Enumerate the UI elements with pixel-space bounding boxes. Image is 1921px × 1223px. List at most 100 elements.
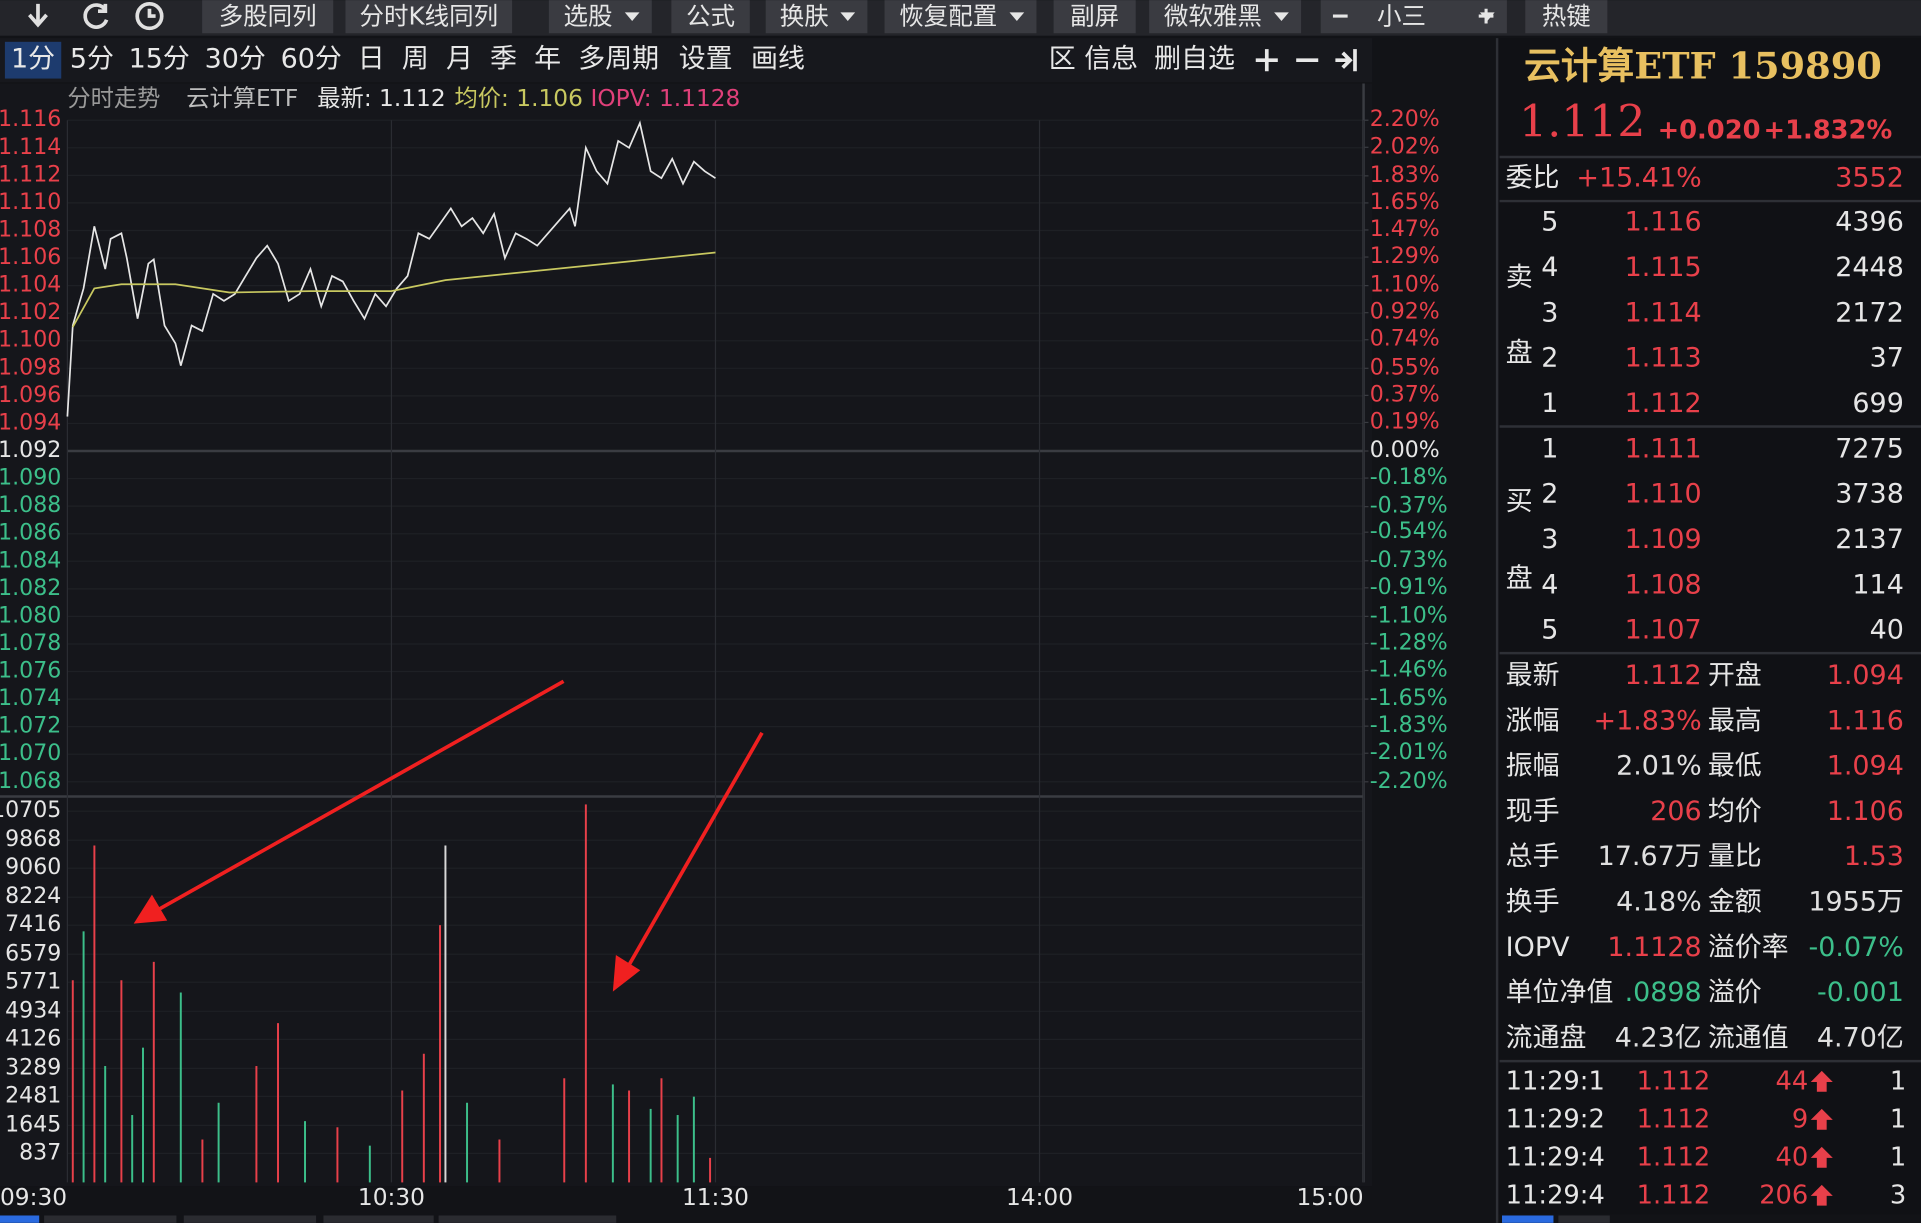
clock-icon[interactable] bbox=[135, 1, 164, 31]
tab[interactable] bbox=[1502, 1215, 1554, 1223]
volume-bar bbox=[93, 845, 96, 1183]
level: 1 bbox=[1541, 388, 1558, 419]
side-label: 盘 bbox=[1506, 338, 1533, 369]
toolbar-button-bg[interactable] bbox=[671, 0, 750, 34]
level: 3 bbox=[1541, 297, 1558, 328]
period-tab[interactable]: 多周期 bbox=[578, 44, 659, 75]
y2-tick-label: -0.73% bbox=[1370, 548, 1448, 573]
period-tab[interactable]: 周 bbox=[402, 44, 429, 75]
period-tab[interactable]: 画线 bbox=[751, 44, 805, 75]
side-label: 买 bbox=[1506, 486, 1533, 517]
toolbar-button[interactable]: 小三 bbox=[1377, 1, 1426, 30]
toolbar-button[interactable]: 热键 bbox=[1542, 1, 1591, 30]
tab[interactable] bbox=[44, 1215, 177, 1223]
y-tick-label: 1.070 bbox=[0, 741, 61, 766]
y-tick-label: 1.088 bbox=[0, 493, 61, 518]
y2-tick-label: -0.54% bbox=[1370, 519, 1448, 544]
x-tick-label: 15:00 bbox=[1297, 1184, 1364, 1211]
quote-price: 1.112 bbox=[1519, 97, 1645, 148]
toolbar-button[interactable]: 公式 bbox=[686, 1, 735, 30]
period-tab[interactable]: 5分 bbox=[70, 44, 114, 75]
y-tick-label: 1.110 bbox=[0, 190, 61, 215]
refresh-icon[interactable] bbox=[83, 3, 109, 29]
stat-value: 206 bbox=[1650, 796, 1701, 827]
y-tick-label: 3289 bbox=[5, 1055, 61, 1080]
download-icon[interactable] bbox=[28, 3, 48, 28]
volume-bar bbox=[179, 992, 182, 1183]
toolbar-button[interactable]: 换肤 bbox=[780, 1, 829, 30]
tool-tab[interactable]: 删自选 bbox=[1154, 44, 1235, 75]
volume-bar bbox=[439, 925, 442, 1183]
trade-count: 1 bbox=[1890, 1066, 1906, 1096]
legend-entry: 最新: 1.112 bbox=[317, 85, 445, 112]
period-tab[interactable]: 月 bbox=[446, 44, 473, 75]
period-tab[interactable]: 15分 bbox=[129, 44, 190, 75]
period-tab[interactable]: 设置 bbox=[679, 44, 733, 75]
stat-label: 量比 bbox=[1708, 841, 1762, 872]
y-tick-label: 1.104 bbox=[0, 273, 61, 298]
quote-change-pct: +1.832% bbox=[1764, 116, 1893, 146]
stat-label: 最低 bbox=[1708, 751, 1762, 782]
level-volume: 4396 bbox=[1835, 207, 1904, 238]
tool-tab[interactable]: 信息 bbox=[1084, 44, 1138, 75]
tab[interactable] bbox=[183, 1215, 317, 1223]
toolbar-button-bg[interactable] bbox=[202, 0, 334, 34]
trade-arrow bbox=[1810, 1070, 1833, 1092]
tool-tab[interactable]: 区 bbox=[1049, 44, 1076, 75]
toolbar-button-bg[interactable] bbox=[1320, 0, 1507, 34]
toolbar-button[interactable]: 多股同列 bbox=[219, 1, 317, 30]
tab[interactable] bbox=[438, 1215, 617, 1223]
y-tick-label: 1.086 bbox=[0, 521, 61, 546]
toolbar-button-bg[interactable] bbox=[884, 0, 1037, 34]
collapse-icon[interactable] bbox=[1335, 49, 1357, 72]
tab[interactable] bbox=[323, 1215, 434, 1223]
chart-title: 分时走势 bbox=[67, 85, 160, 112]
toolbar-button-bg[interactable] bbox=[1149, 0, 1302, 34]
toolbar-button[interactable]: 副屏 bbox=[1070, 1, 1119, 30]
stat-label: 溢价率 bbox=[1708, 932, 1789, 963]
dropdown-arrow bbox=[1009, 12, 1025, 21]
toolbar-button-bg[interactable] bbox=[1053, 0, 1136, 34]
level-price: 1.113 bbox=[1625, 343, 1702, 374]
stat-label: 涨幅 bbox=[1506, 705, 1560, 736]
level-price: 1.111 bbox=[1625, 433, 1702, 464]
trade-time: 11:29:2 bbox=[1506, 1104, 1605, 1134]
y-tick-label: 1.100 bbox=[0, 328, 61, 353]
period-tab[interactable]: 30分 bbox=[205, 44, 266, 75]
toolbar-button-bg[interactable] bbox=[345, 0, 513, 34]
y-tick-label: 1645 bbox=[5, 1112, 61, 1137]
volume-bar bbox=[563, 1078, 566, 1183]
toolbar-button[interactable]: 恢复配置 bbox=[899, 1, 997, 30]
period-tab[interactable]: 日 bbox=[358, 44, 385, 75]
y-tick-label: 1.068 bbox=[0, 769, 61, 794]
toolbar-button[interactable]: 微软雅黑 bbox=[1164, 1, 1262, 30]
level-price: 1.112 bbox=[1625, 388, 1702, 419]
volume-bar bbox=[304, 1121, 306, 1183]
y2-tick-label: -2.20% bbox=[1370, 769, 1448, 794]
trade-volume: 9 bbox=[1792, 1104, 1808, 1134]
volume-bar bbox=[660, 1078, 663, 1183]
tab[interactable] bbox=[1558, 1215, 1610, 1223]
volume-bar bbox=[628, 1090, 631, 1183]
y2-tick-label: -1.83% bbox=[1370, 713, 1448, 738]
toolbar-button[interactable]: 分时K线同列 bbox=[360, 1, 499, 30]
toolbar-button-bg[interactable] bbox=[1525, 0, 1608, 34]
volume-bar bbox=[676, 1115, 679, 1183]
add-icon[interactable] bbox=[1255, 49, 1278, 72]
period-tab[interactable]: 60分 bbox=[281, 44, 342, 75]
arrow-head bbox=[612, 955, 641, 992]
tab[interactable] bbox=[0, 1215, 40, 1223]
y2-tick-label: 0.37% bbox=[1370, 382, 1440, 407]
y-tick-label: 5771 bbox=[5, 969, 61, 994]
period-tab[interactable]: 1分 bbox=[11, 44, 55, 75]
volume-bar bbox=[584, 804, 587, 1183]
stat-value: 1.1128 bbox=[1607, 932, 1701, 963]
ratio-value: +15.41% bbox=[1576, 163, 1701, 194]
volume-bar bbox=[401, 1090, 404, 1183]
volume-bar bbox=[142, 1047, 144, 1183]
period-tab[interactable]: 季 bbox=[490, 44, 517, 75]
dropdown-arrow bbox=[1274, 12, 1289, 21]
toolbar-button[interactable]: 选股 bbox=[564, 1, 613, 30]
period-tab[interactable]: 年 bbox=[534, 44, 561, 75]
